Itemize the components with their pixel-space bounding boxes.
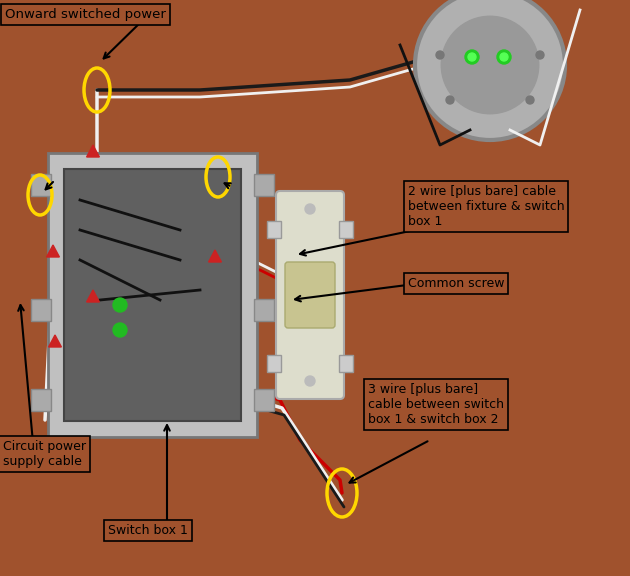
FancyBboxPatch shape xyxy=(64,169,241,421)
FancyBboxPatch shape xyxy=(31,299,51,321)
Text: 3 wire [plus bare]
cable between switch
box 1 & switch box 2: 3 wire [plus bare] cable between switch … xyxy=(368,383,504,426)
Polygon shape xyxy=(49,335,61,347)
FancyBboxPatch shape xyxy=(31,389,51,411)
Circle shape xyxy=(113,323,127,337)
Circle shape xyxy=(526,96,534,104)
Polygon shape xyxy=(209,250,221,262)
FancyBboxPatch shape xyxy=(267,355,281,372)
Text: Switch box 1: Switch box 1 xyxy=(108,524,188,537)
Circle shape xyxy=(446,96,454,104)
Text: Circuit power
supply cable: Circuit power supply cable xyxy=(3,440,86,468)
Circle shape xyxy=(468,53,476,61)
Polygon shape xyxy=(47,245,59,257)
Circle shape xyxy=(497,50,511,64)
Polygon shape xyxy=(86,145,100,157)
Circle shape xyxy=(500,53,508,61)
FancyBboxPatch shape xyxy=(339,355,353,372)
FancyBboxPatch shape xyxy=(48,153,257,437)
FancyBboxPatch shape xyxy=(267,221,281,238)
Circle shape xyxy=(113,298,127,312)
Circle shape xyxy=(415,0,565,140)
FancyBboxPatch shape xyxy=(31,174,51,196)
Circle shape xyxy=(441,16,539,113)
FancyBboxPatch shape xyxy=(339,221,353,238)
Circle shape xyxy=(305,376,315,386)
Text: Common screw: Common screw xyxy=(408,277,505,290)
Circle shape xyxy=(305,204,315,214)
Circle shape xyxy=(436,51,444,59)
Text: Onward switched power: Onward switched power xyxy=(5,8,166,21)
Circle shape xyxy=(536,51,544,59)
Polygon shape xyxy=(86,290,100,302)
Circle shape xyxy=(465,50,479,64)
FancyBboxPatch shape xyxy=(254,299,274,321)
Text: 2 wire [plus bare] cable
between fixture & switch
box 1: 2 wire [plus bare] cable between fixture… xyxy=(408,185,564,228)
FancyBboxPatch shape xyxy=(276,191,344,399)
FancyBboxPatch shape xyxy=(285,262,335,328)
FancyBboxPatch shape xyxy=(254,389,274,411)
FancyBboxPatch shape xyxy=(254,174,274,196)
